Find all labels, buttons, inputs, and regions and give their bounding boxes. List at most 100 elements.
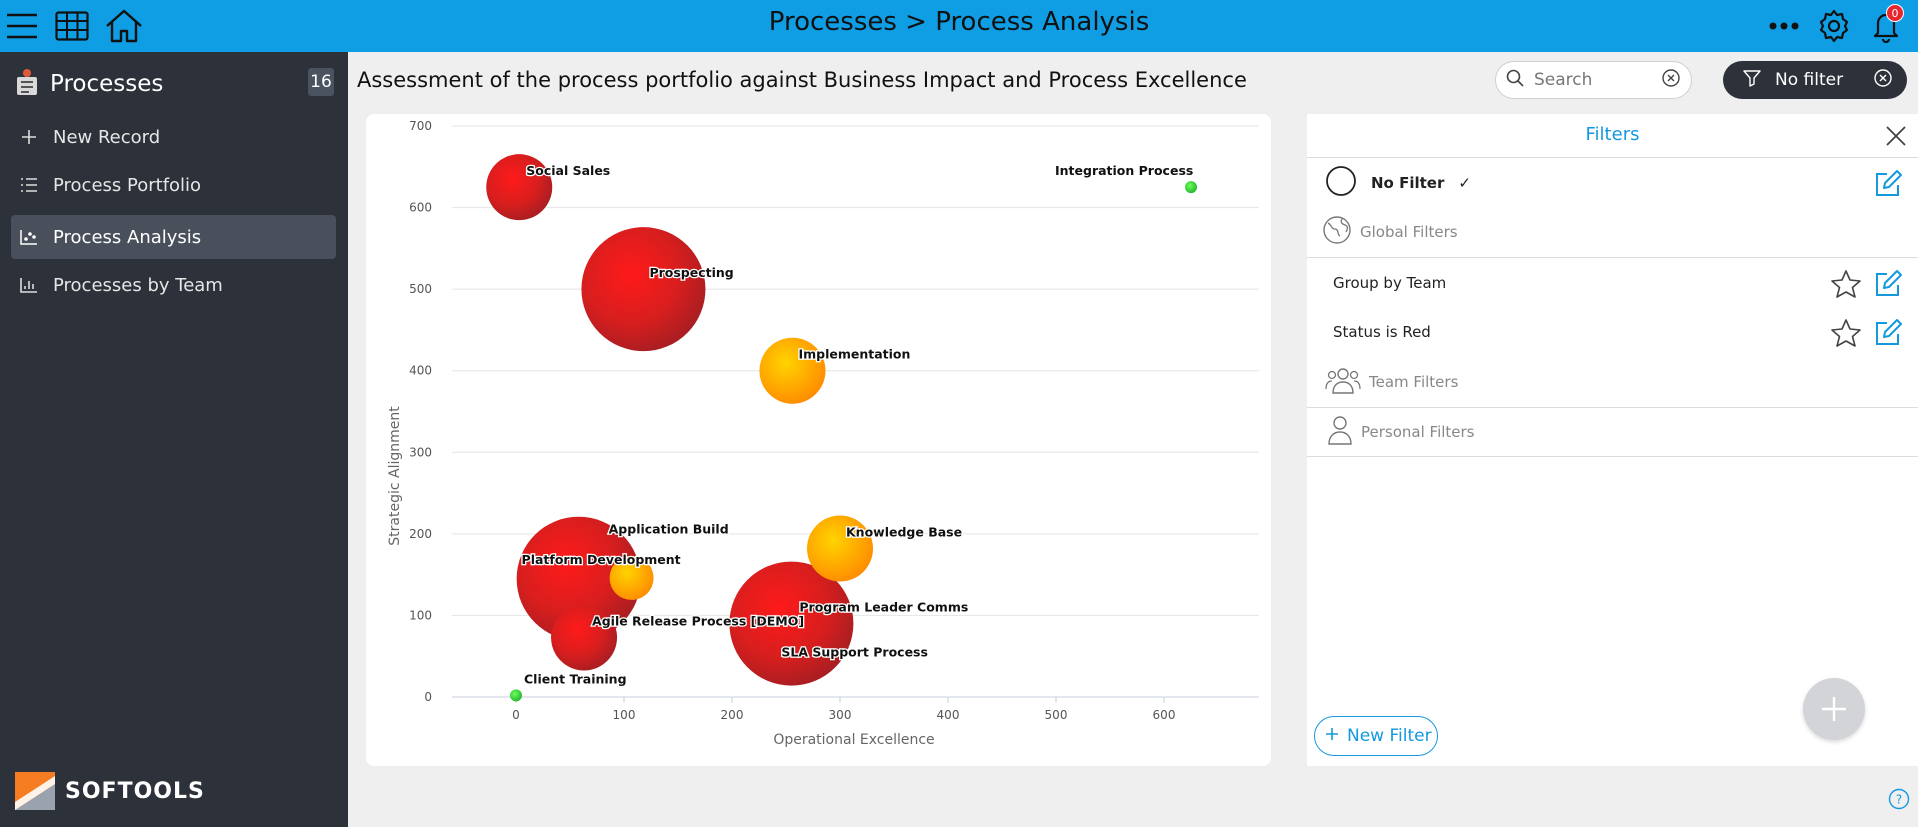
gear-icon[interactable]	[1814, 6, 1854, 46]
close-icon[interactable]	[1884, 124, 1908, 148]
sidebar: Processes 16 New Record Process Portfoli…	[0, 52, 348, 827]
more-icon[interactable]	[1764, 6, 1804, 46]
personal-filters-label: Personal Filters	[1361, 423, 1475, 441]
bubble[interactable]	[486, 154, 553, 221]
sidebar-item-process-analysis[interactable]: Process Analysis	[11, 215, 336, 259]
new-filter-button[interactable]: New Filter	[1314, 716, 1438, 756]
record-count-badge: 16	[308, 68, 334, 96]
personal-filters-section: Personal Filters	[1307, 407, 1918, 457]
bubble-chart: 0 100 200 300 400 500 600 700 0 100 200 300 400 500 60…	[387, 119, 1259, 748]
bubble[interactable]	[510, 689, 522, 702]
sidebar-item-label: Process Portfolio	[53, 174, 202, 196]
filter-item-label: Group by Team	[1333, 273, 1447, 292]
logo-icon	[15, 772, 55, 810]
sidebar-item-label: New Record	[53, 126, 161, 148]
person-icon	[1327, 415, 1353, 449]
edit-icon[interactable]	[1872, 268, 1904, 300]
chart-card: 0 100 200 300 400 500 600 700 0 100 200 300 400 500 60…	[366, 114, 1271, 766]
edit-icon[interactable]	[1872, 317, 1904, 349]
help-icon[interactable]: ?	[1888, 788, 1910, 810]
softools-logo: SOFTOOLS	[15, 772, 205, 810]
filters-panel-title: Filters	[1585, 124, 1640, 145]
new-filter-label: New Filter	[1347, 726, 1432, 746]
app-icon	[14, 67, 40, 101]
x-tick-label: 0	[512, 708, 520, 722]
bubble-labels: Social Sales Integration Process Prospecti…	[520, 162, 1194, 688]
clear-filter-icon[interactable]	[1873, 68, 1893, 93]
x-tick-label: 600	[1153, 708, 1176, 722]
notification-badge: 0	[1886, 4, 1904, 22]
star-icon[interactable]	[1830, 268, 1862, 300]
y-tick-label: 300	[409, 445, 432, 459]
sidebar-item-processes-by-team[interactable]: Processes by Team	[11, 263, 336, 307]
y-tick-label: 600	[409, 201, 432, 215]
bubble-label: Platform Development	[522, 552, 681, 567]
x-tick-label: 100	[613, 708, 636, 722]
star-icon[interactable]	[1830, 317, 1862, 349]
sidebar-item-label: Process Analysis	[53, 226, 202, 248]
svg-text:?: ?	[1896, 793, 1902, 807]
x-tick-label: 500	[1045, 708, 1068, 722]
team-icon	[1325, 365, 1361, 399]
clear-search-icon[interactable]	[1661, 68, 1681, 92]
sidebar-header[interactable]: Processes 16	[14, 66, 334, 102]
bubble-label: Agile Release Process [DEMO]	[592, 613, 804, 628]
scatter-chart-icon	[19, 227, 39, 247]
bubble-label: Program Leader Comms	[799, 600, 968, 615]
sidebar-item-process-portfolio[interactable]: Process Portfolio	[11, 163, 336, 207]
edit-icon[interactable]	[1872, 168, 1904, 200]
check-icon: ✓	[1458, 173, 1471, 192]
logo-text: SOFTOOLS	[65, 778, 205, 804]
bar-chart-icon	[19, 275, 39, 295]
bubble[interactable]	[759, 337, 826, 404]
team-filters-section: Team Filters	[1307, 357, 1918, 407]
plus-icon	[1325, 726, 1339, 746]
search-box[interactable]	[1495, 61, 1692, 99]
bubble[interactable]	[581, 227, 706, 352]
no-filter-row[interactable]: No Filter ✓	[1307, 157, 1918, 207]
search-icon	[1506, 69, 1524, 91]
bubble-label: Social Sales	[526, 163, 610, 178]
y-tick-label: 100	[409, 608, 432, 622]
bubble-label: Integration Process	[1055, 163, 1193, 178]
breadcrumb: Processes > Process Analysis	[768, 7, 1150, 37]
sidebar-item-new-record[interactable]: New Record	[11, 115, 336, 159]
filter-button[interactable]: No filter	[1723, 61, 1907, 99]
search-input[interactable]	[1534, 70, 1654, 90]
home-icon[interactable]	[104, 6, 144, 46]
funnel-icon	[1743, 69, 1761, 92]
bubble-label: Client Training	[524, 671, 627, 686]
bubble[interactable]	[551, 604, 618, 671]
bubble[interactable]	[516, 516, 641, 641]
page-title: Assessment of the process portfolio agai…	[357, 68, 1247, 92]
add-fab-button[interactable]	[1803, 678, 1865, 740]
team-filters-label: Team Filters	[1369, 373, 1459, 391]
plus-icon	[19, 127, 39, 147]
x-axis-label: Operational Excellence	[773, 732, 934, 748]
bubbles	[486, 154, 1197, 702]
bubble[interactable]	[1185, 181, 1197, 194]
radio-icon[interactable]	[1325, 165, 1357, 201]
bubble[interactable]	[729, 561, 854, 686]
x-tick-label: 400	[937, 708, 960, 722]
no-filter-label: No Filter	[1371, 173, 1445, 192]
bubble[interactable]	[609, 555, 654, 600]
app-name: Processes	[50, 71, 164, 97]
filter-item-group-by-team[interactable]: Group by Team	[1307, 257, 1918, 307]
bubble-label: Application Build	[609, 522, 729, 537]
filter-item-status-is-red[interactable]: Status is Red	[1307, 307, 1918, 357]
bubble[interactable]	[807, 515, 873, 582]
filter-item-label: Status is Red	[1333, 323, 1431, 341]
y-tick-label: 0	[424, 690, 432, 704]
y-axis-label: Strategic Alignment	[387, 406, 403, 546]
sidebar-item-label: Processes by Team	[53, 274, 223, 296]
y-tick-label: 500	[409, 282, 432, 296]
bell-icon[interactable]: 0	[1866, 4, 1906, 46]
grid-icon[interactable]	[52, 6, 92, 46]
bubble-label: Knowledge Base	[846, 525, 962, 540]
globe-icon	[1322, 215, 1352, 249]
top-bar: Processes > Process Analysis 0	[0, 0, 1918, 52]
x-tick-label: 300	[829, 708, 852, 722]
y-tick-label: 200	[409, 527, 432, 541]
menu-icon[interactable]	[2, 6, 42, 46]
